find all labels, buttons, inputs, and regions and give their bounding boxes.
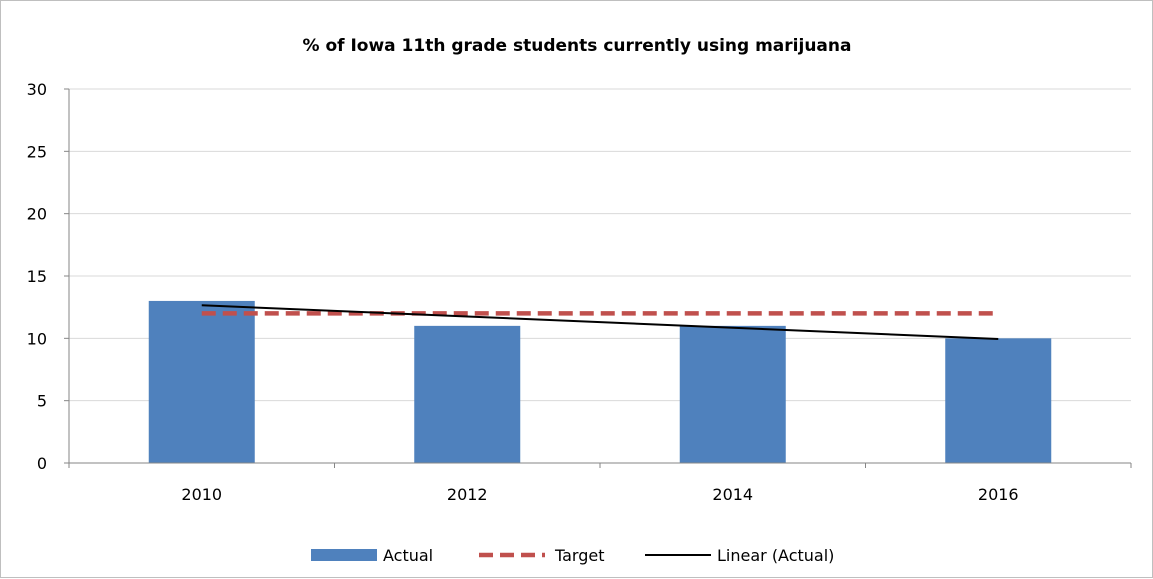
x-tick-label: 2010 <box>181 485 222 504</box>
y-tick-label: 0 <box>37 454 47 473</box>
bar-actual-2014 <box>679 325 786 463</box>
trendline-actual <box>201 304 999 340</box>
line-series <box>201 304 999 340</box>
y-tick-label: 5 <box>37 392 47 411</box>
legend-swatch-actual <box>311 549 377 561</box>
legend-label-actual: Actual <box>383 546 433 565</box>
bar-actual-2016 <box>945 338 1052 463</box>
y-tick-label: 15 <box>27 267 47 286</box>
bar-series <box>148 300 1052 463</box>
x-tick-label: 2016 <box>978 485 1019 504</box>
y-tick-label: 20 <box>27 205 47 224</box>
y-tick-label: 25 <box>27 142 47 161</box>
bar-actual-2012 <box>414 325 521 463</box>
chart-title: % of Iowa 11th grade students currently … <box>303 36 852 56</box>
bar-actual-2010 <box>148 300 255 463</box>
y-axis: 0 5 10 15 20 25 30 <box>27 80 70 473</box>
y-tick-label: 30 <box>27 80 47 99</box>
y-tick-label: 10 <box>27 329 47 348</box>
legend: Actual Target Linear (Actual) <box>311 546 834 565</box>
legend-label-linear: Linear (Actual) <box>717 546 834 565</box>
x-tick-label: 2014 <box>712 485 753 504</box>
x-tick-label: 2012 <box>447 485 488 504</box>
legend-label-target: Target <box>554 546 605 565</box>
x-axis: 2010 2012 2014 2016 <box>68 462 1132 504</box>
